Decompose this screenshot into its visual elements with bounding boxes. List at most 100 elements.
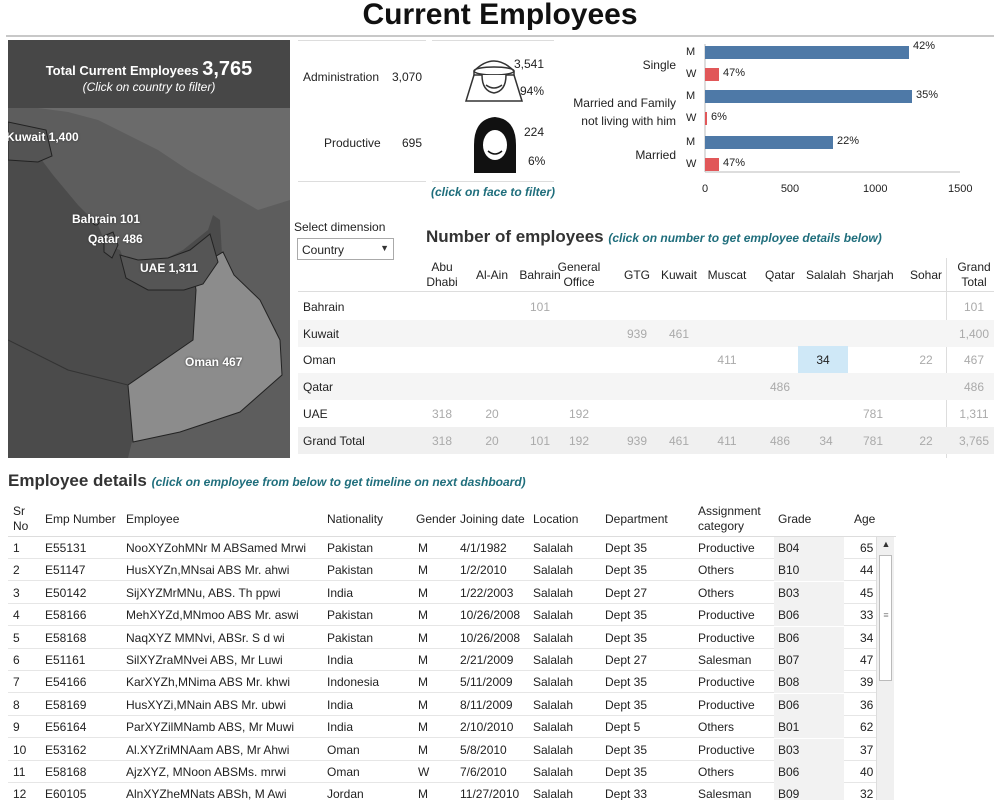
crosstab-cell[interactable]: 318	[431, 406, 453, 421]
crosstab-cell[interactable]: 3,765	[958, 433, 990, 448]
crosstab-cell[interactable]: 781	[862, 433, 884, 448]
category-value[interactable]: 695	[402, 136, 423, 150]
map-label-kuwait[interactable]: Kuwait 1,400	[8, 130, 79, 144]
map-label-qatar[interactable]: Qatar 486	[88, 232, 143, 246]
chevron-down-icon[interactable]: ▼	[380, 243, 389, 253]
crosstab-cell[interactable]: 486	[963, 380, 985, 395]
crosstab-column-header: Bahrain	[519, 268, 561, 282]
table-row[interactable]: 3 E50142 SijXYZMrMNu, ABS. Th ppwi India M 1/…	[8, 581, 878, 604]
crosstab-cell[interactable]: 939	[626, 326, 648, 341]
marital-bar[interactable]	[705, 136, 833, 149]
marital-group-label: Married and Family not living with him	[573, 96, 676, 128]
crosstab-row-label: Bahrain	[303, 300, 345, 314]
table-row[interactable]: 4 E58166 MehXYZd,MNmoo ABS Mr. aswi Pakista…	[8, 604, 878, 627]
crosstab-row-background	[298, 319, 994, 347]
table-row[interactable]: 12 E60105 AlnXYZheMNats ABSh, M Awi Jordan M…	[8, 783, 878, 800]
crosstab-cell[interactable]: 1,311	[959, 406, 989, 421]
table-row[interactable]: 7 E54166 KarXYZh,MNima ABS Mr. khwi Indones…	[8, 671, 878, 694]
marital-bar[interactable]	[705, 158, 719, 171]
table-row[interactable]: 8 E58169 HusXYZi,MNain ABS Mr. ubwi India M 8…	[8, 693, 878, 716]
country-map[interactable]: Total Current Employees 3,765 (Click on …	[8, 40, 290, 458]
crosstab-cell[interactable]: 486	[769, 380, 791, 395]
map-label-bahrain[interactable]: Bahrain 101	[72, 212, 141, 226]
grade-cell-background	[774, 761, 844, 783]
employee-number: E51161	[45, 653, 86, 667]
female-face-icon[interactable]	[470, 115, 520, 175]
male-face-icon[interactable]	[464, 49, 524, 105]
marital-bar[interactable]	[705, 90, 912, 103]
female-count[interactable]: 224	[524, 125, 545, 139]
marital-bar[interactable]	[705, 68, 719, 81]
employee-department: Dept 27	[605, 585, 648, 600]
employee-table-scrollbar[interactable]: ▲ ≡	[876, 537, 894, 800]
table-row[interactable]: 6 E51161 SilXYZraMNvei ABS, Mr Luwi India M 2…	[8, 649, 878, 671]
crosstab-cell[interactable]: 411	[717, 353, 737, 368]
crosstab-cell[interactable]: 486	[769, 433, 791, 448]
employee-age: 44	[860, 563, 874, 578]
scroll-up-icon[interactable]: ▲	[881, 539, 891, 549]
crosstab-cell[interactable]: 22	[919, 353, 933, 368]
crosstab-cell[interactable]: 20	[485, 406, 499, 421]
table-row[interactable]: 11 E58168 AjzXYZ, MNoon ABSMs. mrwi Oman W 7/…	[8, 761, 878, 783]
employee-location: Salalah	[533, 585, 574, 600]
total-employees-value: 3,765	[202, 58, 253, 80]
marital-axis-tick: 1500	[948, 183, 973, 195]
crosstab-cell[interactable]: 101	[529, 300, 551, 314]
table-row[interactable]: 2 E51147 HusXYZn,MNsai ABS Mr. ahwi Pakista…	[8, 559, 878, 582]
scroll-thumb[interactable]: ≡	[879, 555, 892, 681]
crosstab-cell[interactable]: 192	[568, 406, 590, 421]
map-label-uae[interactable]: UAE 1,311	[140, 261, 199, 275]
employee-age: 40	[860, 765, 874, 779]
crosstab-cell[interactable]: 318	[431, 433, 453, 448]
marital-bar[interactable]	[705, 112, 707, 125]
grade-cell-background	[774, 626, 844, 649]
crosstab-cell[interactable]: 939	[626, 433, 648, 448]
crosstab-cell[interactable]: 22	[919, 433, 933, 448]
crosstab-cell[interactable]: 467	[963, 353, 985, 368]
crosstab-row-label: Oman	[303, 353, 336, 368]
map-label-oman[interactable]: Oman 467	[185, 355, 243, 369]
employee-number: E53162	[45, 742, 87, 757]
employee-grade: B10	[778, 563, 800, 578]
crosstab-cell[interactable]: 1,400	[958, 326, 990, 341]
employee-location: Salalah	[533, 720, 574, 735]
crosstab-cell[interactable]: 34	[819, 433, 833, 448]
marital-bar-label: 42%	[913, 40, 936, 52]
employee-assignment-category: Salesman	[698, 653, 752, 667]
table-row[interactable]: 10 E53162 Al.XYZriMNAam ABS, Mr Ahwi Oman M 5…	[8, 738, 878, 761]
crosstab-cell[interactable]: 781	[862, 406, 884, 421]
employee-sr-no: 11	[13, 765, 26, 779]
crosstab-cell[interactable]: 192	[568, 433, 590, 448]
crosstab-header-divider	[298, 291, 994, 292]
crosstab-cell[interactable]: 461	[668, 433, 690, 448]
employee-department: Dept 35	[605, 563, 648, 578]
crosstab-cell[interactable]: 461	[668, 326, 690, 341]
dimension-select[interactable]: Country ▼	[297, 238, 394, 260]
employee-gender: M	[418, 697, 428, 712]
crosstab-cell[interactable]: 411	[717, 433, 737, 448]
crosstab-cell[interactable]: 101	[529, 433, 551, 448]
employee-details-title: Employee details (click on employee from…	[8, 471, 526, 491]
employee-gender: M	[418, 742, 428, 757]
category-value[interactable]: 3,070	[392, 70, 423, 84]
employee-age: 39	[860, 675, 874, 690]
total-employees-label: Total Current Employees	[45, 63, 199, 78]
employee-sr-no: 2	[13, 563, 20, 578]
crosstab-cell[interactable]: 101	[963, 300, 985, 314]
table-row[interactable]: 5 E58168 NaqXYZ MMNvi, ABSr. S d wi Pakista…	[8, 626, 878, 649]
employee-grade: B08	[778, 675, 800, 690]
crosstab-cell[interactable]: 34	[798, 346, 848, 374]
male-count[interactable]: 3,541	[514, 57, 545, 71]
marital-bar[interactable]	[705, 46, 909, 59]
header-grade: Grade	[778, 512, 812, 526]
employee-number: E50142	[45, 585, 87, 600]
table-row[interactable]: 1 E55131 NooXYZohMNr M ABSamed Mrwi Pakista…	[8, 537, 878, 559]
employee-grade: B04	[778, 541, 800, 555]
employee-age: 37	[860, 742, 874, 757]
crosstab-cell[interactable]: 20	[485, 433, 499, 448]
marital-gender-label: M	[686, 136, 696, 148]
grade-cell-background	[774, 693, 844, 716]
table-row[interactable]: 9 E56164 ParXYZilMNamb ABS, Mr Muwi India M 2…	[8, 716, 878, 739]
employee-age: 62	[860, 720, 874, 735]
employee-name: SilXYZraMNvei ABS, Mr Luwi	[126, 653, 283, 667]
